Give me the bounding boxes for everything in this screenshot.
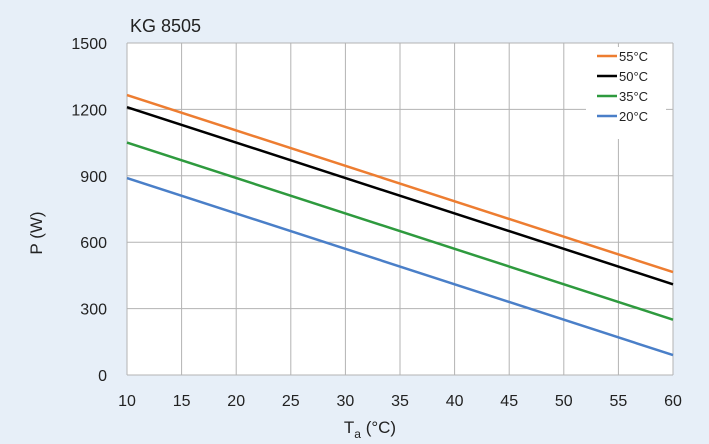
x-axis-title-subscript: a [354,427,361,441]
x-tick-label: 35 [391,393,409,410]
series-layer [126,93,674,357]
y-tick-label: 300 [80,302,107,319]
x-tick-label: 45 [500,393,518,410]
legend-label: 20°C [619,109,648,124]
series-line [126,176,674,357]
x-tick-label: 60 [664,393,682,410]
x-tick-label: 55 [610,393,628,410]
x-tick-label: 25 [282,393,300,410]
legend-label: 35°C [619,89,648,104]
legend: 55°C 50°C 35°C 20°C [586,47,666,139]
y-tick-label: 0 [98,368,107,385]
y-tick-label: 1200 [71,102,107,119]
x-tick-labels: 10 15 20 25 30 35 40 45 50 55 60 [118,393,682,410]
y-tick-label: 600 [80,235,107,252]
y-tick-label: 900 [80,169,107,186]
x-tick-label: 10 [118,393,136,410]
y-tick-label: 1500 [71,36,107,53]
x-axis-title-unit: (°C) [361,418,396,437]
x-tick-label: 50 [555,393,573,410]
series-line [126,93,674,274]
x-tick-label: 15 [173,393,191,410]
x-axis-title-main: T [344,418,354,437]
series-line [126,105,674,286]
legend-label: 50°C [619,69,648,84]
y-axis-title: P (W) [27,211,46,254]
series-line [126,141,674,321]
y-tick-labels: 0 300 600 900 1200 1500 [71,36,107,385]
x-axis-title: Ta (°C) [344,418,396,441]
legend-box [586,47,666,139]
chart-title: KG 8505 [130,16,201,36]
legend-label: 55°C [619,49,648,64]
x-tick-label: 40 [446,393,464,410]
x-tick-label: 30 [337,393,355,410]
x-tick-label: 20 [227,393,245,410]
